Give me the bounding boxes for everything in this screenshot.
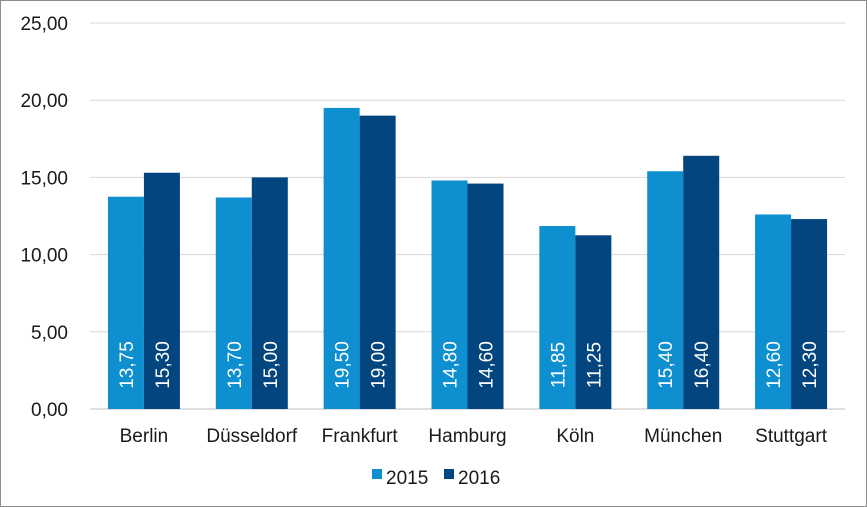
- category-label: Hamburg: [428, 426, 506, 447]
- bar-2016: [359, 115, 396, 409]
- data-label: 13,75: [117, 341, 138, 389]
- data-label: 15,40: [656, 341, 677, 389]
- category-label: Düsseldorf: [206, 426, 298, 447]
- legend-label: 2016: [458, 468, 500, 489]
- category-label: Stuttgart: [755, 426, 828, 447]
- bar-2015: [323, 107, 360, 410]
- bar-2015: [107, 196, 144, 409]
- data-label: 12,30: [800, 341, 821, 389]
- legend-swatch-2015: [372, 469, 382, 479]
- bar-2016: [251, 177, 288, 409]
- legend-label: 2015: [386, 468, 428, 489]
- bar-2016: [791, 219, 828, 409]
- y-tick-label: 5,00: [31, 323, 68, 344]
- category-label: München: [644, 426, 722, 447]
- category-label: Berlin: [120, 426, 169, 447]
- data-label: 19,50: [333, 341, 354, 389]
- legend-swatch-2016: [444, 469, 454, 479]
- bar-2016: [683, 155, 720, 409]
- y-tick-label: 0,00: [31, 400, 68, 421]
- data-label: 14,80: [441, 341, 462, 389]
- data-label: 12,60: [764, 341, 785, 389]
- data-label: 15,30: [153, 341, 174, 389]
- data-label: 13,70: [225, 341, 246, 389]
- category-label: Köln: [556, 426, 594, 447]
- y-tick-label: 20,00: [20, 91, 68, 112]
- bar-2015: [431, 180, 468, 409]
- bar-2015: [755, 214, 792, 409]
- data-label: 15,00: [261, 341, 282, 389]
- data-label: 11,85: [548, 342, 569, 388]
- category-label: Frankfurt: [322, 426, 399, 447]
- bar-2016: [467, 183, 504, 409]
- y-tick-label: 15,00: [20, 168, 68, 189]
- y-tick-label: 10,00: [20, 246, 68, 267]
- bar-2016: [143, 172, 180, 409]
- y-tick-label: 25,00: [20, 14, 68, 35]
- bar-2015: [647, 171, 684, 409]
- data-label: 16,40: [692, 341, 713, 389]
- data-label: 11,25: [584, 342, 605, 388]
- bar-2015: [215, 197, 252, 409]
- bar-2016: [575, 235, 612, 409]
- data-label: 19,00: [369, 341, 390, 389]
- data-label: 14,60: [477, 341, 498, 389]
- bar-2015: [539, 226, 576, 409]
